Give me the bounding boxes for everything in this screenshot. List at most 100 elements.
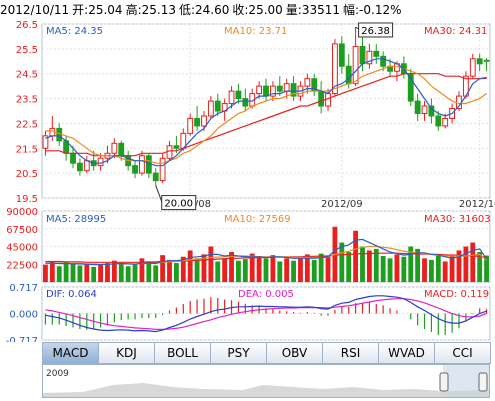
quote-close: 收:25.00 — [232, 3, 283, 17]
candle-body — [421, 105, 428, 114]
volume-bar — [353, 230, 359, 282]
volume-bar — [167, 259, 172, 282]
candle-body — [194, 117, 200, 127]
volume-bar — [387, 258, 393, 282]
volume-bar — [366, 250, 372, 282]
volume-bar — [470, 242, 476, 282]
candle-body — [207, 100, 214, 117]
volume-bar — [77, 265, 83, 282]
tab-macd[interactable]: MACD — [42, 342, 99, 364]
candle-body — [70, 152, 76, 164]
candle-body — [83, 160, 90, 172]
candle-body — [139, 155, 145, 174]
volume-bar — [153, 265, 159, 282]
candle-body — [242, 98, 249, 107]
candle-body — [366, 50, 373, 65]
candle-body — [380, 55, 387, 67]
volume-bar — [284, 258, 290, 282]
navigator-year-label: 2009 — [46, 369, 69, 379]
tab-cci[interactable]: CCI — [434, 342, 491, 364]
annotation-box — [358, 22, 394, 38]
tab-psy[interactable]: PSY — [210, 342, 267, 364]
volume-bar — [339, 242, 345, 282]
candle-body — [276, 85, 283, 92]
tab-wvad[interactable]: WVAD — [378, 342, 435, 364]
candle-body — [332, 43, 338, 95]
vol-ma30-legend: MA30: 31603 — [424, 214, 491, 225]
tab-obv[interactable]: OBV — [266, 342, 323, 364]
date-tick-label: 2012/09 — [321, 199, 363, 210]
tab-kdj[interactable]: KDJ — [98, 342, 155, 364]
price-tick-label: 21.5 — [16, 144, 38, 155]
time-navigator[interactable]: 2009 — [42, 364, 490, 398]
candle-body — [435, 115, 442, 127]
candle-body — [235, 90, 242, 100]
quote-summary: 2012/10/11 开:25.04 高:25.13 低:24.60 收:25.00 量:… — [0, 0, 495, 20]
volume-bar — [249, 253, 255, 282]
volume-tick-label: 22500 — [6, 260, 38, 271]
chart-svg[interactable]: 26.525.524.523.522.521.520.519.52012/082… — [0, 0, 495, 342]
candle-body — [228, 90, 235, 105]
dif-line — [45, 295, 487, 333]
volume-bar — [242, 259, 248, 282]
volume-bar — [201, 254, 207, 282]
volume-bar — [277, 261, 283, 282]
candle-body — [214, 100, 221, 112]
ma30-legend: MA30: 24.31 — [424, 26, 487, 37]
navigator-right-handle[interactable] — [478, 372, 488, 392]
volume-bar — [215, 261, 221, 282]
navigator-svg: 2009 — [43, 365, 489, 397]
dea-line — [45, 298, 487, 330]
macd-tick-label: 0.717 — [9, 283, 38, 294]
volume-bar — [139, 258, 145, 282]
volume-bar — [463, 246, 469, 282]
vol-ma5-line — [45, 238, 488, 266]
tab-rsi[interactable]: RSI — [322, 342, 379, 364]
volume-bar — [484, 255, 489, 282]
date-tick-label: 2012/10 — [459, 199, 495, 210]
quote-low: 低:24.60 — [178, 3, 230, 17]
candle-body — [476, 58, 483, 65]
volume-bar — [415, 248, 421, 282]
candle-body — [290, 83, 297, 97]
candle-body — [118, 142, 125, 157]
candle-body — [352, 45, 359, 85]
candle-body — [338, 43, 345, 67]
candle-body — [414, 100, 421, 114]
candle-body — [442, 117, 449, 127]
volume-bar — [194, 258, 200, 282]
volume-tick-label: 90000 — [6, 207, 38, 218]
volume-bar — [91, 267, 97, 282]
tab-boll[interactable]: BOLL — [154, 342, 211, 364]
candle-body — [201, 115, 207, 127]
volume-tick-label: 67500 — [6, 225, 38, 236]
navigator-left-handle[interactable] — [439, 372, 449, 392]
volume-bar — [146, 262, 152, 282]
dea-legend: DEA: 0.005 — [238, 289, 294, 300]
volume-bar — [325, 256, 331, 282]
candle-body — [132, 165, 138, 174]
ma5-legend: MA5: 24.35 — [46, 26, 103, 37]
quote-open: 开:25.04 — [72, 3, 123, 17]
candle-body — [283, 83, 290, 92]
candle-body — [256, 85, 263, 95]
candle-body — [263, 85, 269, 97]
volume-bar — [270, 255, 276, 282]
ma10-line — [45, 65, 487, 164]
volume-bar — [63, 262, 69, 282]
price-tick-label: 23.5 — [16, 95, 38, 106]
candle-body — [304, 78, 311, 87]
candle-body — [76, 162, 83, 172]
volume-bar — [373, 248, 379, 282]
volume-bar — [304, 254, 310, 282]
volume-bar — [449, 254, 455, 282]
volume-bar — [125, 266, 131, 282]
navigator-area — [43, 383, 489, 397]
candle-body — [173, 145, 180, 149]
volume-bar — [98, 264, 103, 282]
volume-bar — [173, 263, 179, 282]
annotation-leader — [155, 185, 163, 202]
volume-bar — [394, 254, 400, 282]
volume-bar — [435, 255, 441, 282]
